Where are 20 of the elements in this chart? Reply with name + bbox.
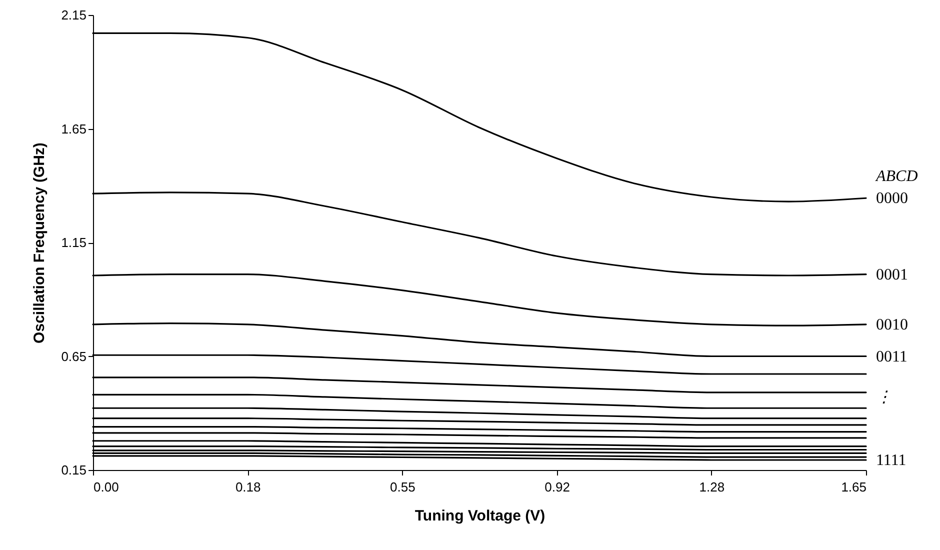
text: ABCD bbox=[875, 168, 918, 186]
series-label: 0001 bbox=[876, 266, 908, 284]
x-tick-label: 0.92 bbox=[544, 480, 570, 494]
x-tick-label: 0.18 bbox=[235, 480, 261, 494]
series-label: 0000 bbox=[876, 190, 908, 208]
x-tick-label: 1.65 bbox=[841, 480, 866, 494]
y-tick-label: 1.15 bbox=[61, 235, 86, 250]
y-tick-label: 1.65 bbox=[61, 121, 86, 136]
x-tick-label: 0.00 bbox=[94, 480, 119, 494]
series-label: 1111 bbox=[876, 452, 906, 469]
y-tick-label: 0.15 bbox=[61, 462, 86, 478]
series-label: 0010 bbox=[876, 316, 908, 334]
y-tick-label: 0.65 bbox=[61, 348, 86, 364]
x-tick-label: 1.28 bbox=[699, 480, 725, 494]
y-axis-title: Oscillation Frequency (GHz) bbox=[31, 142, 48, 344]
x-axis-title: Tuning Voltage (V) bbox=[414, 508, 546, 524]
y-tick-label: 2.15 bbox=[61, 8, 86, 22]
series-label: 0011 bbox=[876, 348, 908, 366]
annotation: ⋮ bbox=[876, 389, 892, 406]
x-tick-label: 0.55 bbox=[390, 480, 416, 494]
